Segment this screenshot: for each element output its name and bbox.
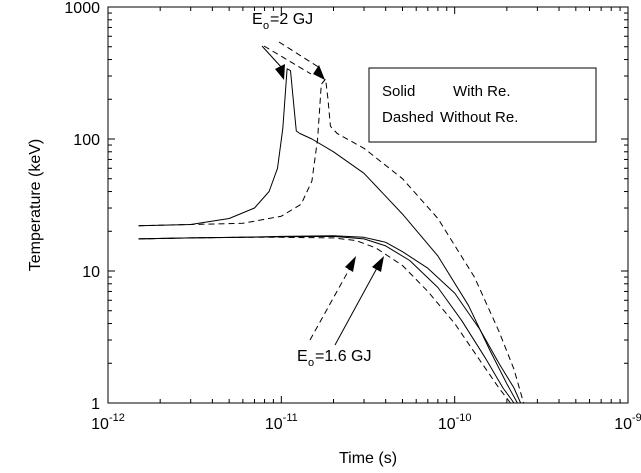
arrow-16gj-head-a	[345, 256, 356, 272]
annotation-1-6gj: E o =1.6 GJ	[297, 256, 384, 369]
legend-box	[368, 67, 597, 143]
series-line-5-dashed	[138, 236, 511, 404]
legend-style-1: Solid	[382, 83, 415, 100]
series-line-1-solid	[138, 68, 518, 404]
x-tick-base: 10	[265, 416, 283, 433]
arrow-2gj-head-a	[275, 64, 285, 80]
legend-desc-1: With Re.	[453, 83, 511, 100]
annotation-2gj-rest: =2 GJ	[270, 11, 313, 28]
annotation-2gj: E o =2 GJ	[252, 11, 325, 80]
legend: Solid With Re. Dashed Without Re.	[368, 67, 597, 143]
x-tick-base: 10	[614, 416, 632, 433]
arrow-2gj-shaft-a	[261, 45, 283, 69]
arrow-16gj-head-b	[372, 256, 384, 272]
series-line-3-solid	[138, 235, 515, 404]
series-line-2-dashed	[138, 78, 525, 404]
x-tick-exponent: -9	[632, 412, 641, 424]
annotation-2gj-sub: o	[263, 20, 269, 32]
plot-frame	[107, 6, 629, 404]
annotation-1-6gj-sub: o	[308, 357, 314, 369]
y-tick-label: 10	[82, 264, 100, 281]
x-tick-label: 10-11	[265, 412, 298, 433]
y-tick-label: 100	[73, 132, 100, 149]
x-tick-exponent: -12	[109, 412, 125, 424]
x-tick-base: 10	[438, 416, 456, 433]
arrow-2gj-dash-a	[263, 45, 312, 75]
x-tick-label: 10-10	[438, 412, 472, 433]
annotation-1-6gj-main: E	[297, 348, 308, 365]
x-tick-exponent: -11	[283, 412, 298, 424]
arrow-16gj-dash-a	[309, 267, 351, 341]
arrow-2gj-head-b	[313, 65, 325, 80]
y-tick-label: 1000	[64, 0, 100, 17]
x-tick-base: 10	[91, 416, 109, 433]
arrow-2gj-dash-b	[278, 41, 321, 69]
x-tick-label: 10-9	[614, 412, 641, 433]
axis-ticks	[107, 6, 629, 404]
series-line-4-solid	[138, 235, 522, 404]
x-axis-label: Time (s)	[339, 450, 397, 467]
legend-style-2: Dashed	[382, 109, 434, 126]
annotation-1-6gj-rest: =1.6 GJ	[315, 348, 371, 365]
y-axis-label: Temperature (keV)	[27, 139, 44, 272]
x-tick-label: 10-12	[91, 412, 125, 433]
legend-desc-2: Without Re.	[440, 109, 518, 126]
y-tick-label: 1	[91, 396, 100, 413]
x-tick-exponent: -10	[456, 412, 472, 424]
series-layer	[138, 68, 525, 404]
annotation-2gj-main: E	[252, 11, 263, 28]
arrow-16gj-solid	[334, 267, 378, 346]
